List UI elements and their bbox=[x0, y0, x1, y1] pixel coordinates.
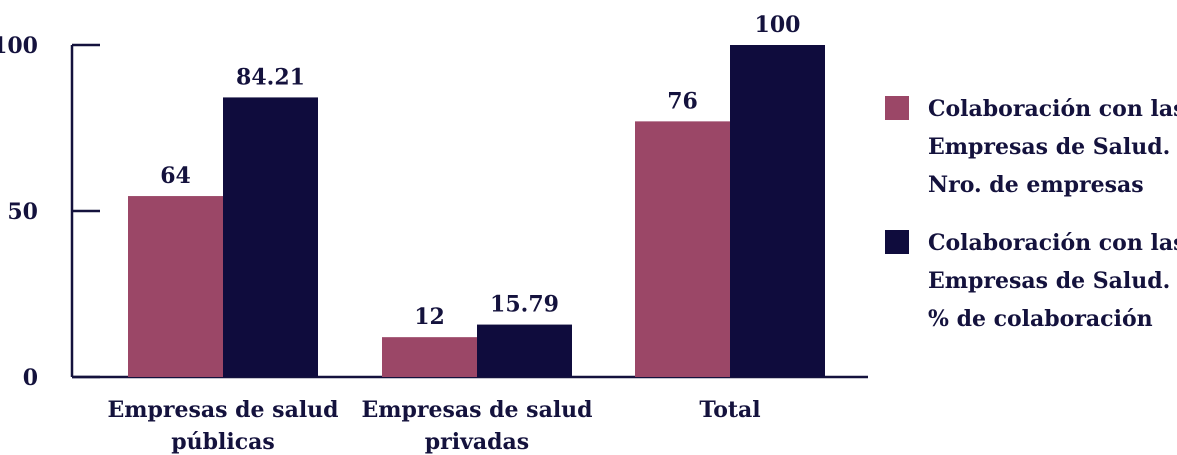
data-label: 76 bbox=[667, 88, 698, 114]
y-tick-label: 0 bbox=[23, 365, 38, 391]
data-label: 12 bbox=[414, 304, 445, 330]
data-labels: 64 12 76 84.21 15.79 100 bbox=[160, 12, 800, 330]
data-label: 64 bbox=[160, 163, 191, 189]
bar-series-2-cat-3 bbox=[730, 45, 825, 377]
legend-label: Empresas de Salud. bbox=[928, 268, 1170, 294]
legend: Colaboración con las Empresas de Salud. Nr… bbox=[885, 96, 1177, 332]
bar-series-1-cat-2 bbox=[382, 337, 477, 377]
legend-label: Colaboración con las bbox=[928, 230, 1177, 256]
legend-swatch bbox=[885, 96, 909, 120]
data-label: 15.79 bbox=[490, 292, 559, 318]
legend-label: Colaboración con las bbox=[928, 96, 1177, 122]
category-label: Empresas de salud bbox=[107, 397, 338, 423]
bar-series-1-cat-1 bbox=[128, 196, 223, 377]
data-label: 84.21 bbox=[236, 64, 305, 90]
bar-series-2-cat-1 bbox=[223, 97, 318, 378]
bar-series-1-cat-3 bbox=[635, 121, 730, 377]
bar-series-2-cat-2 bbox=[477, 324, 572, 377]
legend-label: Empresas de Salud. bbox=[928, 134, 1170, 160]
category-label: privadas bbox=[425, 429, 529, 455]
category-label: Empresas de salud bbox=[361, 397, 592, 423]
category-labels: Empresas de salud públicas Empresas de sal… bbox=[107, 397, 760, 455]
y-tick-label: 100 bbox=[0, 33, 38, 59]
category-label: públicas bbox=[171, 429, 275, 455]
y-tick-label: 50 bbox=[7, 199, 38, 225]
bars bbox=[128, 45, 825, 378]
legend-label: Nro. de empresas bbox=[928, 172, 1144, 198]
category-label: Total bbox=[699, 397, 760, 423]
data-label: 100 bbox=[755, 12, 801, 38]
legend-label: % de colaboración bbox=[928, 306, 1153, 332]
legend-swatch bbox=[885, 230, 909, 254]
